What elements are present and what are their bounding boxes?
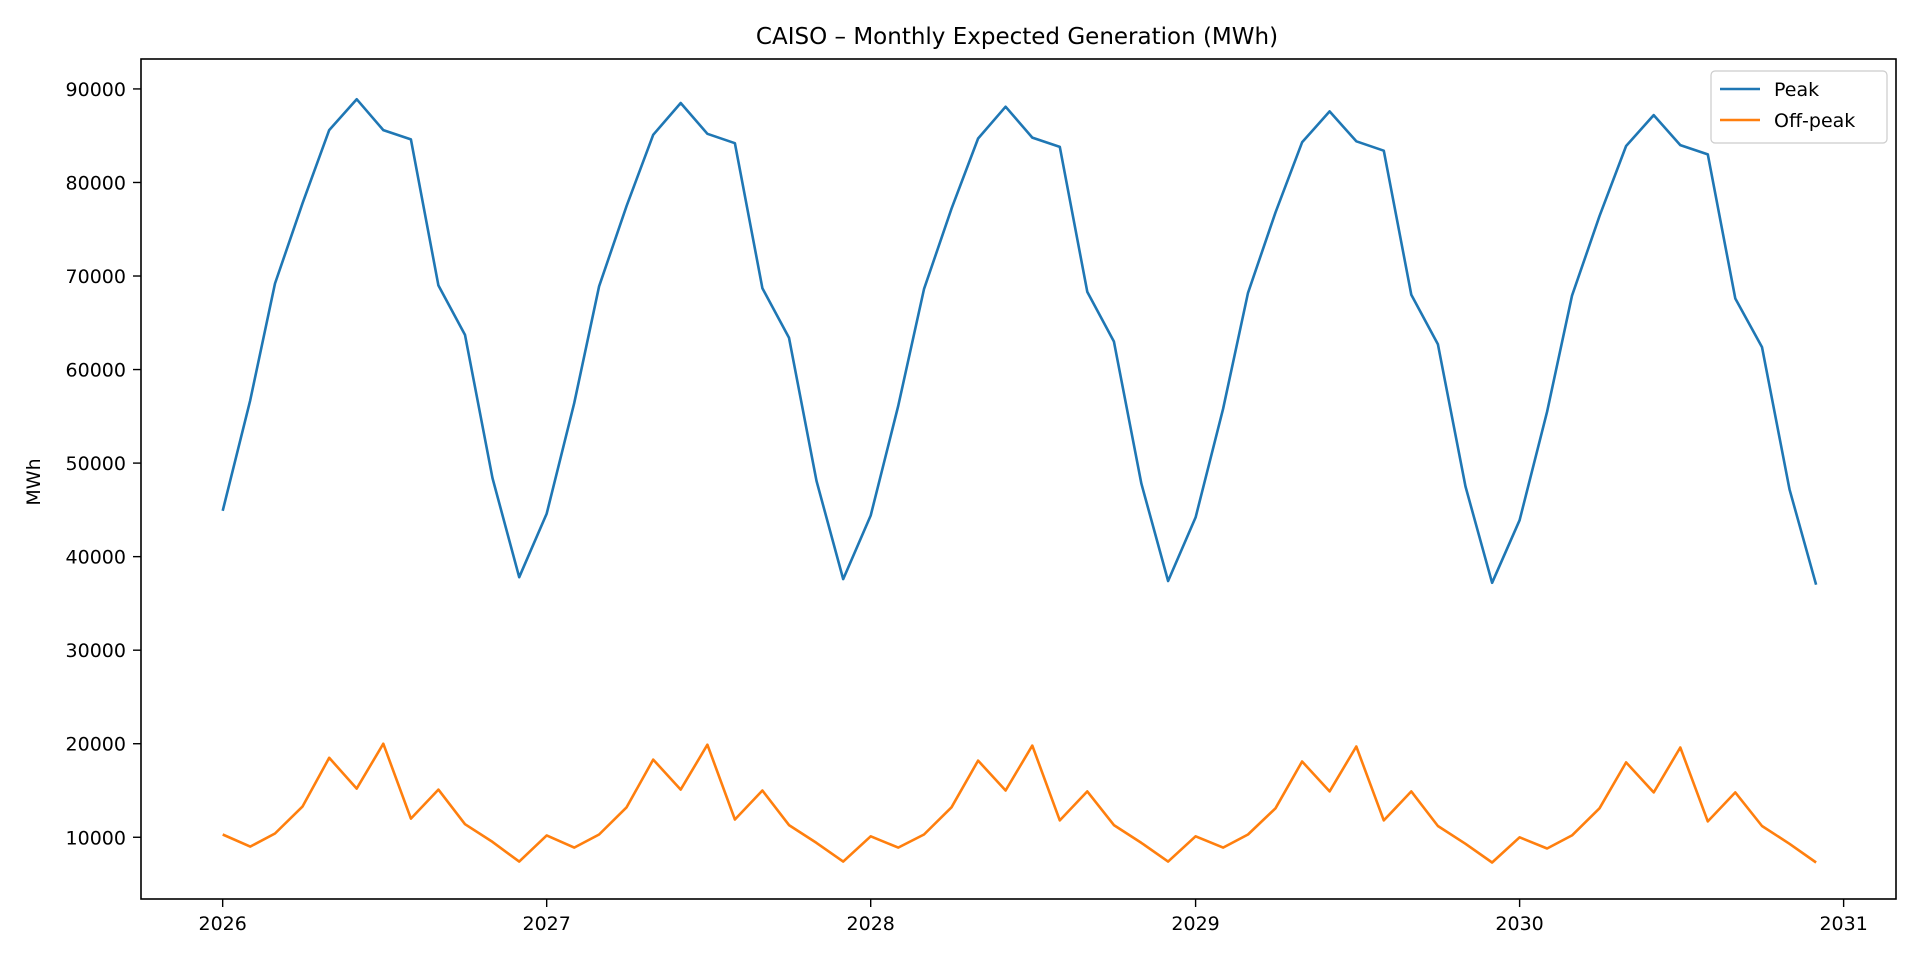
y-axis: 10000 20000 30000 40000 50000 60000 70000 80000…: [66, 79, 141, 849]
y-axis-label: MWh: [23, 458, 45, 505]
plot-area: [221, 97, 1818, 864]
x-axis: 2026 2027 2028 2029 2030 2031: [198, 899, 1868, 935]
y-tick-label: 90000: [66, 79, 126, 101]
y-tick-label: 80000: [66, 172, 126, 194]
x-tick-label: 2030: [1495, 913, 1543, 935]
x-tick-label: 2026: [198, 913, 246, 935]
y-tick-label: 20000: [66, 734, 126, 756]
x-tick-label: 2028: [847, 913, 895, 935]
series-line-peak: [221, 97, 1818, 586]
y-tick-label: 70000: [66, 266, 126, 288]
plot-frame: [140, 58, 1897, 900]
legend-label: Off-peak: [1774, 110, 1855, 132]
x-tick-label: 2027: [523, 913, 571, 935]
y-tick-label: 40000: [66, 547, 126, 569]
x-tick-label: 2029: [1171, 913, 1219, 935]
legend: Peak Off-peak: [1710, 70, 1888, 144]
chart-title: CAISO – Monthly Expected Generation (MWh…: [756, 24, 1278, 50]
y-tick-label: 60000: [66, 360, 126, 382]
legend-label: Peak: [1774, 79, 1819, 101]
y-tick-label: 10000: [66, 827, 126, 849]
y-tick-label: 30000: [66, 640, 126, 662]
series-line-off-peak: [222, 742, 1817, 864]
x-tick-label: 2031: [1819, 913, 1867, 935]
y-tick-label: 50000: [66, 453, 126, 475]
